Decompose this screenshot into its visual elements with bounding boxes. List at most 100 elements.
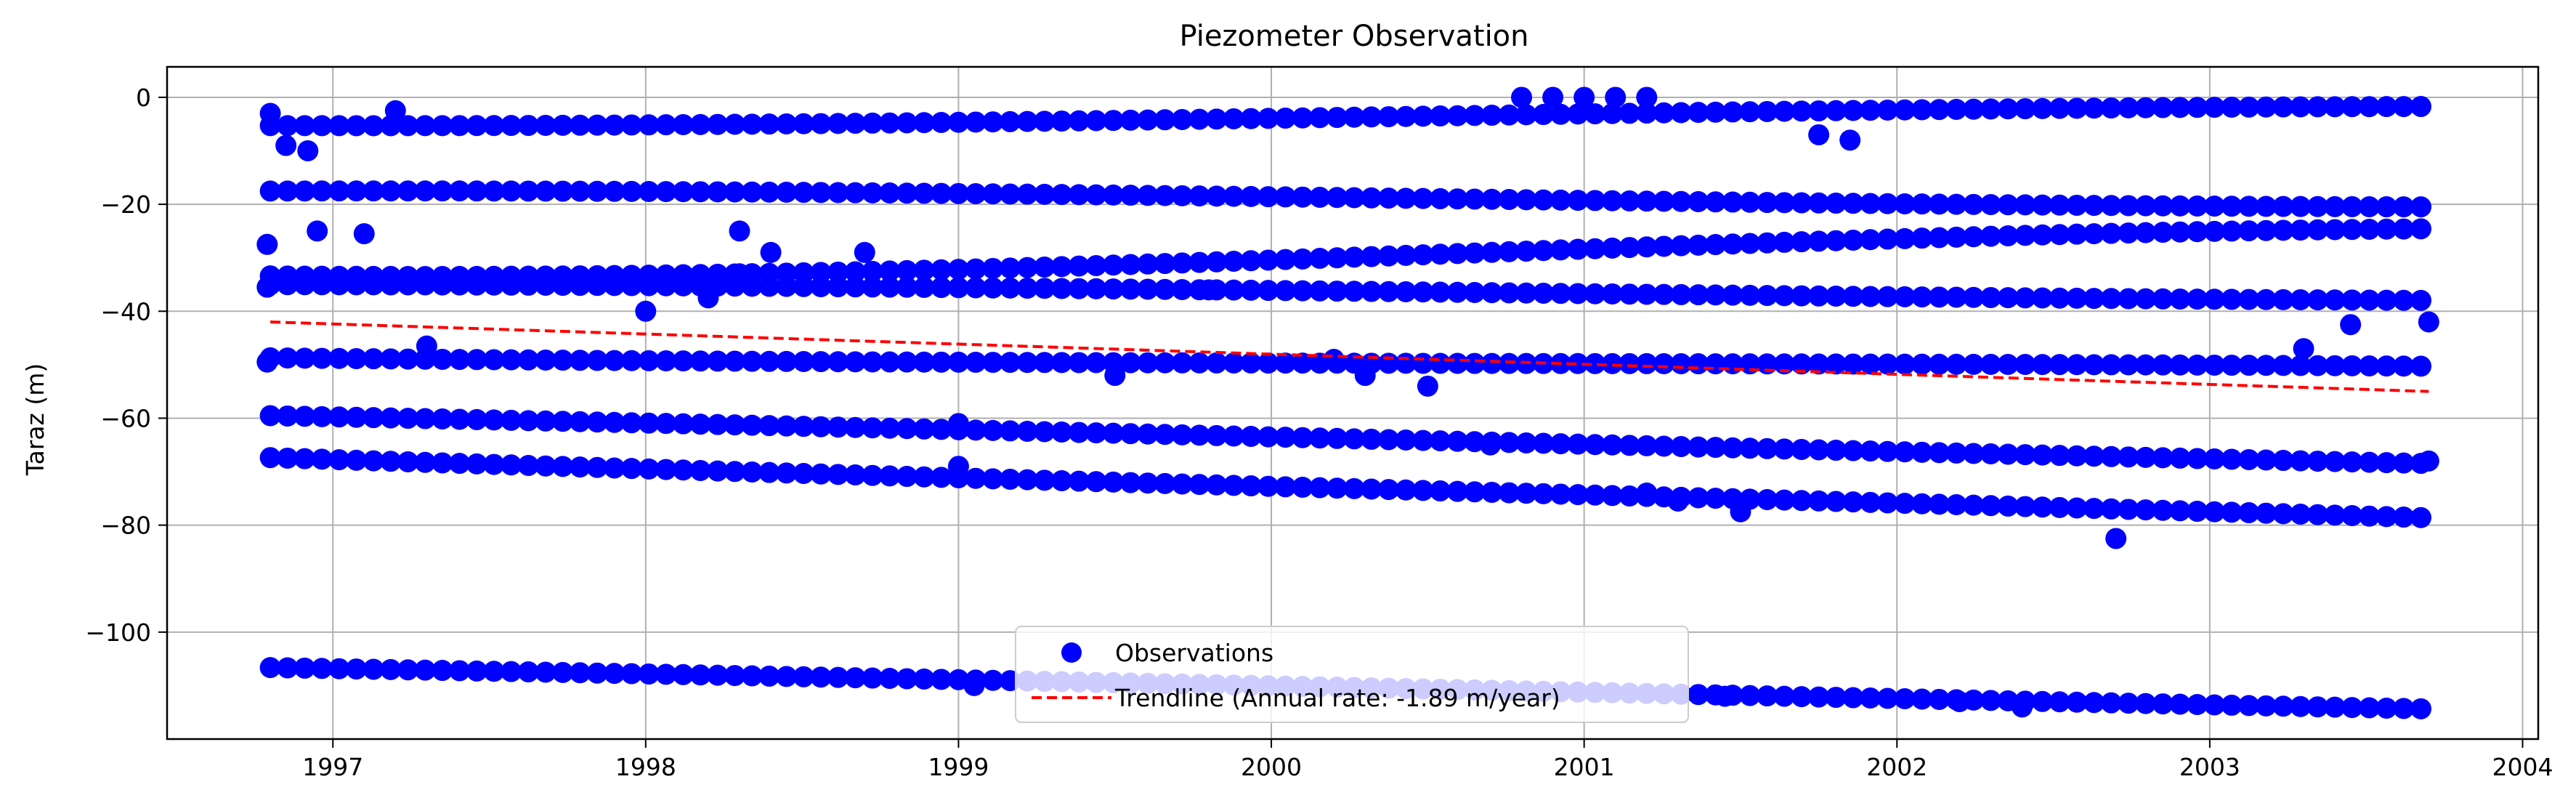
y-tick-label: −100 (85, 618, 151, 647)
observation-point (2238, 96, 2260, 118)
observation-point (1430, 105, 1451, 127)
observation-point (1928, 227, 1950, 249)
observation-point (293, 347, 315, 369)
observation-point (1739, 685, 1761, 706)
observation-point (277, 274, 299, 296)
observation-point (793, 113, 814, 134)
observation-point (1292, 427, 1313, 448)
observation-point (1601, 434, 1623, 456)
observation-point (311, 658, 333, 679)
observation-point (535, 349, 556, 371)
observation-point (1171, 252, 1193, 274)
observation-point (1085, 422, 1107, 444)
observation-point (1051, 469, 1073, 491)
observation-point (1119, 472, 1141, 493)
observation-point (1601, 190, 1623, 211)
observation-point (1670, 283, 1692, 305)
observation-point (1860, 193, 1882, 214)
observation-point (1430, 281, 1451, 303)
observation-point (2203, 220, 2225, 242)
observation-point (1550, 103, 1571, 125)
observation-point (1619, 283, 1640, 305)
observation-point (483, 180, 505, 202)
observation-point (1068, 421, 1090, 443)
observation-point (2187, 97, 2208, 118)
observation-point (259, 405, 281, 427)
observation-point (1688, 284, 1709, 306)
observation-point (1240, 352, 1262, 374)
observation-point (1550, 433, 1571, 455)
observation-point (2066, 691, 2088, 713)
observation-point (1326, 247, 1348, 269)
observation-point (2221, 195, 2243, 217)
observation-point (353, 223, 375, 245)
observation-point (741, 350, 763, 372)
observation-point (638, 663, 660, 685)
observation-point (1533, 104, 1555, 126)
observation-point (1430, 187, 1451, 209)
observation-point (1980, 495, 2001, 517)
observation-point (776, 182, 798, 203)
observation-point (432, 115, 453, 137)
observation-point (1395, 479, 1417, 501)
observation-point (1997, 443, 2019, 465)
observation-point (2272, 503, 2294, 525)
observation-point (1515, 241, 1537, 262)
observation-point (810, 463, 832, 485)
y-tick-label: −60 (100, 404, 151, 432)
observation-point (1223, 185, 1244, 207)
observation-point (2066, 287, 2088, 309)
observation-point (2135, 222, 2157, 243)
observation-point (604, 457, 625, 479)
observation-point (2100, 498, 2122, 520)
observation-point (2203, 501, 2225, 522)
observation-point (2221, 289, 2243, 310)
observation-point (432, 348, 453, 370)
observation-point (2290, 450, 2312, 472)
observation-point (2238, 502, 2260, 524)
observation-point (1825, 687, 1847, 709)
observation-point (999, 352, 1021, 374)
observation-point (328, 274, 350, 296)
observation-point (1636, 283, 1658, 305)
observation-point (844, 351, 866, 373)
observation-point (1948, 690, 1970, 712)
observation-point (2203, 97, 2225, 118)
observation-point (1479, 434, 1501, 456)
observation-point (569, 411, 591, 432)
observation-point (346, 180, 368, 202)
observation-point (965, 351, 987, 373)
observation-point (2118, 222, 2139, 244)
observation-point (1653, 102, 1674, 124)
observation-point (1085, 471, 1107, 493)
observation-point (2290, 219, 2312, 241)
observation-point (1240, 250, 1262, 272)
observation-point (982, 183, 1004, 205)
observation-point (517, 180, 539, 202)
observation-point (2358, 218, 2380, 240)
observation-point (1104, 365, 1126, 387)
observation-point (2152, 195, 2174, 217)
observation-point (293, 405, 315, 427)
observation-point (1808, 100, 1830, 122)
observation-point (501, 661, 522, 682)
observation-point (673, 114, 694, 136)
observation-point (1085, 278, 1107, 299)
observation-point (2410, 218, 2432, 240)
observation-point (1997, 98, 2019, 120)
observation-point (2238, 355, 2260, 376)
observation-point (947, 182, 969, 204)
observation-point (1103, 254, 1125, 276)
observation-point (655, 275, 677, 296)
observation-point (2358, 195, 2380, 217)
observation-point (1034, 469, 1056, 491)
observation-point (1446, 188, 1468, 210)
observation-point (2255, 355, 2277, 376)
observation-point (760, 241, 782, 263)
observation-point (1326, 187, 1348, 209)
observation-point (569, 350, 591, 371)
observation-point (2324, 451, 2346, 472)
observation-point (844, 416, 866, 438)
observation-point (2324, 289, 2346, 311)
